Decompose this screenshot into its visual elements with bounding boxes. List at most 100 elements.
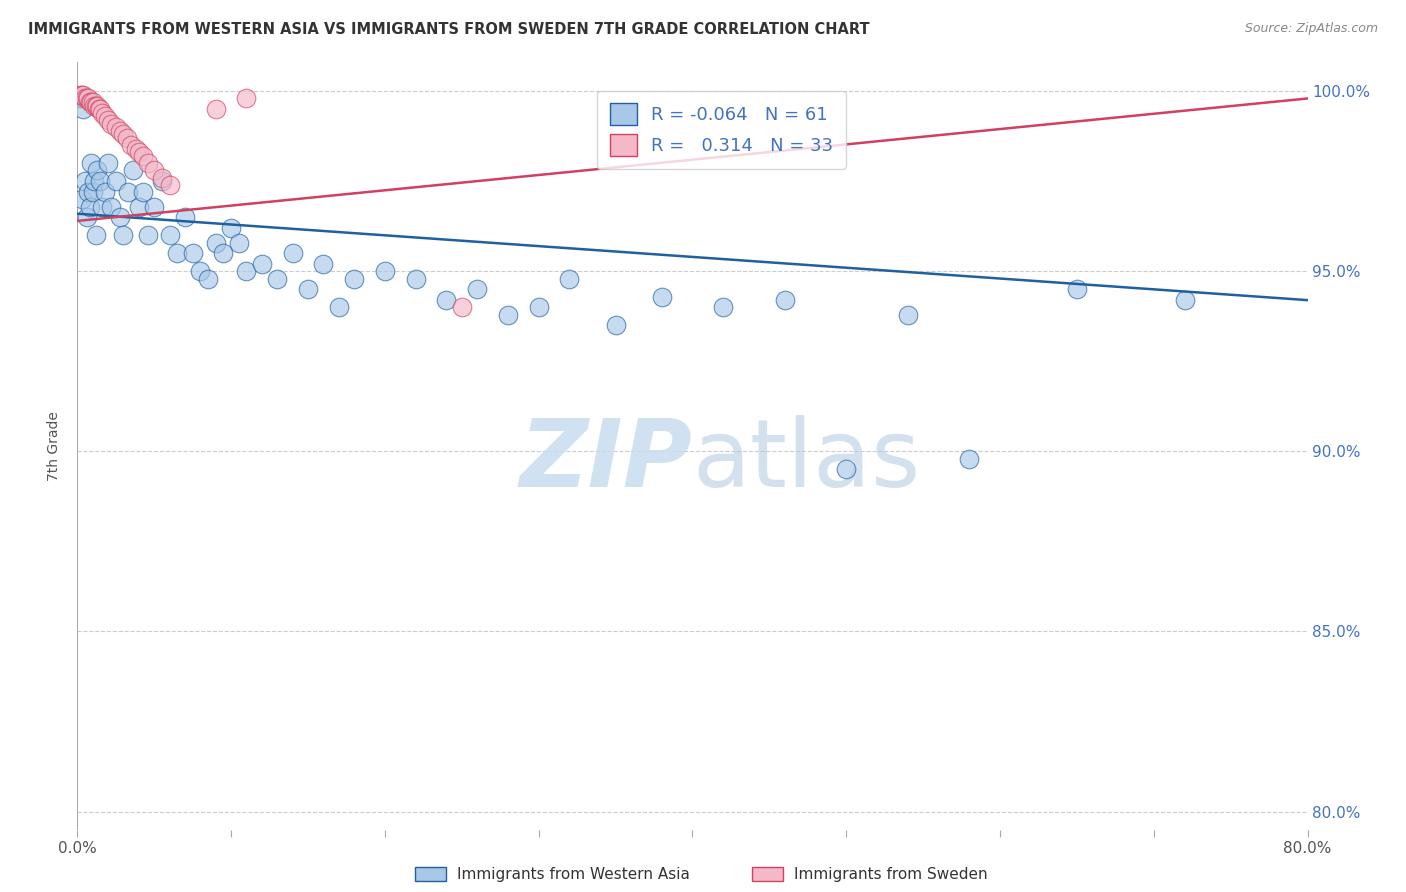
- Point: [374, 264, 396, 278]
- Point: [79, 200, 101, 214]
- Point: [212, 246, 235, 260]
- Legend: R = -0.064   N = 61, R =   0.314   N = 33: R = -0.064 N = 61, R = 0.314 N = 33: [598, 91, 846, 169]
- Point: [94, 185, 117, 199]
- Point: [328, 301, 350, 315]
- Point: [496, 308, 519, 322]
- Point: [112, 128, 135, 142]
- Point: [188, 264, 212, 278]
- Point: [84, 98, 107, 112]
- Point: [235, 264, 257, 278]
- Point: [94, 110, 117, 124]
- Point: [120, 138, 142, 153]
- Point: [558, 271, 581, 285]
- Point: [235, 91, 257, 105]
- Point: [405, 271, 427, 285]
- Point: [1066, 282, 1088, 296]
- Text: IMMIGRANTS FROM WESTERN ASIA VS IMMIGRANTS FROM SWEDEN 7TH GRADE CORRELATION CHA: IMMIGRANTS FROM WESTERN ASIA VS IMMIGRAN…: [28, 22, 870, 37]
- Point: [143, 163, 166, 178]
- Text: Source: ZipAtlas.com: Source: ZipAtlas.com: [1244, 22, 1378, 36]
- Point: [450, 301, 472, 315]
- Point: [77, 91, 100, 105]
- Point: [605, 318, 627, 333]
- Point: [711, 301, 734, 315]
- Point: [83, 174, 105, 188]
- Point: [159, 228, 181, 243]
- Text: Immigrants from Western Asia: Immigrants from Western Asia: [457, 867, 690, 881]
- Point: [72, 87, 94, 102]
- Point: [136, 156, 159, 170]
- Point: [132, 185, 155, 199]
- Point: [312, 257, 335, 271]
- Point: [69, 87, 91, 102]
- Point: [83, 98, 105, 112]
- Point: [250, 257, 273, 271]
- Point: [110, 124, 132, 138]
- Text: atlas: atlas: [693, 416, 921, 508]
- Point: [72, 102, 94, 116]
- Point: [297, 282, 319, 296]
- Point: [204, 102, 226, 116]
- Point: [89, 174, 111, 188]
- Point: [219, 221, 242, 235]
- Point: [143, 200, 166, 214]
- Point: [465, 282, 488, 296]
- Point: [76, 211, 98, 225]
- Point: [228, 235, 250, 250]
- Point: [80, 156, 103, 170]
- Y-axis label: 7th Grade: 7th Grade: [48, 411, 62, 481]
- Point: [150, 170, 173, 185]
- Point: [112, 228, 135, 243]
- Point: [89, 102, 111, 116]
- Point: [128, 145, 150, 160]
- Point: [281, 246, 304, 260]
- Point: [1174, 293, 1197, 307]
- Point: [87, 102, 110, 116]
- Point: [527, 301, 550, 315]
- Point: [79, 95, 101, 109]
- Point: [132, 149, 155, 163]
- Point: [100, 200, 122, 214]
- Point: [174, 211, 197, 225]
- Point: [82, 185, 104, 199]
- Point: [86, 163, 108, 178]
- Point: [73, 91, 96, 105]
- Point: [181, 246, 204, 260]
- Point: [84, 228, 107, 243]
- Point: [104, 174, 127, 188]
- Point: [125, 142, 148, 156]
- Point: [100, 117, 122, 131]
- Point: [436, 293, 458, 307]
- Point: [121, 163, 143, 178]
- Point: [343, 271, 366, 285]
- Point: [159, 178, 181, 192]
- Point: [70, 192, 93, 206]
- Point: [90, 200, 114, 214]
- Point: [204, 235, 226, 250]
- Point: [76, 91, 98, 105]
- Point: [82, 95, 104, 109]
- Point: [117, 185, 139, 199]
- Point: [104, 120, 127, 135]
- Point: [897, 308, 920, 322]
- Point: [90, 106, 114, 120]
- Point: [77, 185, 100, 199]
- Point: [136, 228, 159, 243]
- Point: [957, 451, 980, 466]
- Point: [69, 91, 91, 105]
- Point: [80, 95, 103, 109]
- Point: [115, 131, 138, 145]
- Point: [97, 156, 120, 170]
- Point: [266, 271, 288, 285]
- Point: [73, 174, 96, 188]
- Text: Immigrants from Sweden: Immigrants from Sweden: [794, 867, 988, 881]
- Point: [197, 271, 219, 285]
- Point: [835, 462, 858, 476]
- Point: [110, 211, 132, 225]
- Point: [70, 87, 93, 102]
- Text: ZIP: ZIP: [520, 416, 693, 508]
- Point: [97, 113, 120, 128]
- Point: [150, 174, 173, 188]
- Point: [128, 200, 150, 214]
- Point: [773, 293, 796, 307]
- Point: [651, 289, 673, 303]
